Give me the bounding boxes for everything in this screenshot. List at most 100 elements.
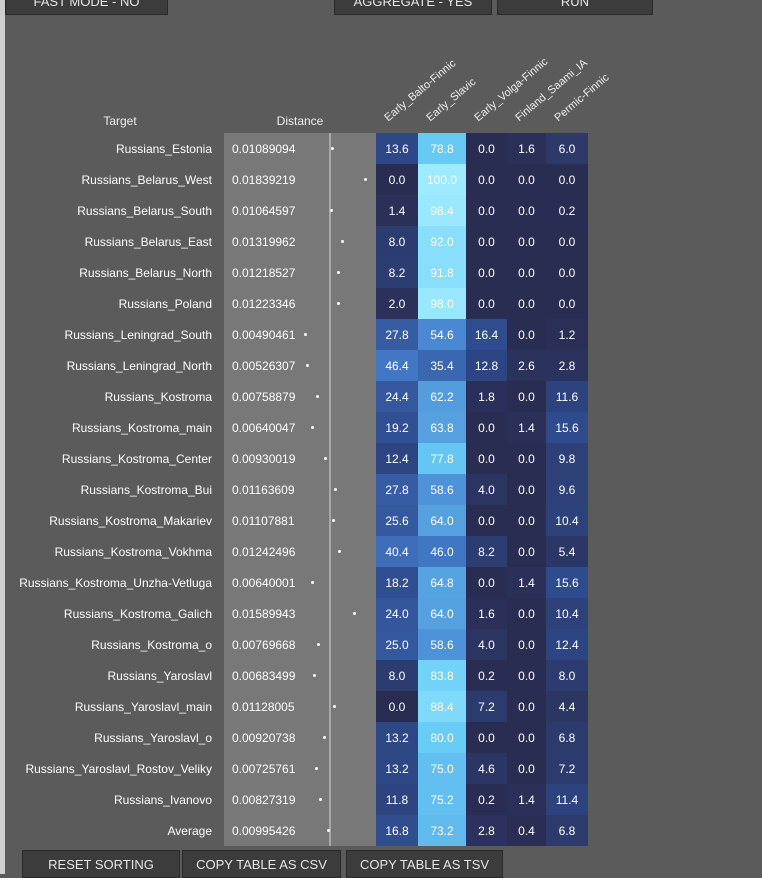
value-cell: 0.0 bbox=[507, 505, 546, 536]
value-cell: 25.0 bbox=[376, 629, 418, 660]
row-target: Russians_Yaroslavl bbox=[107, 668, 213, 683]
value-cell: 0.0 bbox=[466, 505, 507, 536]
distance-dot bbox=[323, 457, 327, 460]
value-cell: 4.4 bbox=[546, 691, 588, 722]
row-target: Russians_Kostroma_Vokhma bbox=[54, 544, 212, 559]
value-cell: 0.0 bbox=[466, 164, 507, 195]
row-target: Russians_Kostroma_Center bbox=[61, 451, 212, 466]
value-cell: 8.2 bbox=[376, 257, 418, 288]
value-cell: 9.8 bbox=[546, 443, 588, 474]
value-cell: 6.0 bbox=[546, 133, 588, 164]
distance-dot bbox=[332, 705, 336, 708]
header-component[interactable]: Early_Balto-Finnic bbox=[382, 57, 459, 124]
value-cell: 7.2 bbox=[546, 753, 588, 784]
value-cell: 64.0 bbox=[418, 598, 466, 629]
value-cell: 0.0 bbox=[466, 133, 507, 164]
row-target: Russians_Yaroslavl_main bbox=[74, 699, 212, 714]
distance-column-bg bbox=[224, 133, 376, 846]
value-cell: 4.0 bbox=[466, 629, 507, 660]
row-target: Russians_Kostroma_Galich bbox=[63, 606, 212, 621]
header-component[interactable]: Early_Volga-Finnic bbox=[472, 55, 551, 124]
value-cell: 25.6 bbox=[376, 505, 418, 536]
value-cell: 0.0 bbox=[466, 443, 507, 474]
value-cell: 12.8 bbox=[466, 350, 507, 381]
value-cell: 2.8 bbox=[546, 350, 588, 381]
header-target[interactable]: Target bbox=[103, 114, 137, 128]
value-cell: 16.8 bbox=[376, 815, 418, 846]
value-cell: 11.6 bbox=[546, 381, 588, 412]
value-cell: 0.0 bbox=[507, 195, 546, 226]
value-cell: 0.0 bbox=[507, 381, 546, 412]
value-cell: 15.6 bbox=[546, 567, 588, 598]
value-cell: 24.4 bbox=[376, 381, 418, 412]
value-cell: 5.4 bbox=[546, 536, 588, 567]
value-cell: 12.4 bbox=[546, 629, 588, 660]
row-distance: 0.00640001 bbox=[232, 575, 296, 590]
value-cell: 12.4 bbox=[376, 443, 418, 474]
row-target: Russians_Kostroma_main bbox=[71, 420, 212, 435]
distance-dot bbox=[353, 612, 357, 615]
distance-dot bbox=[304, 333, 308, 336]
value-cell: 0.0 bbox=[546, 164, 588, 195]
distance-dot bbox=[334, 488, 338, 491]
row-target: Russians_Kostroma bbox=[104, 389, 212, 404]
row-target: Russians_Belarus_North bbox=[79, 265, 212, 280]
value-cell: 80.0 bbox=[418, 722, 466, 753]
value-cell: 35.4 bbox=[418, 350, 466, 381]
value-cell: 1.4 bbox=[507, 784, 546, 815]
row-distance: 0.00490461 bbox=[232, 327, 296, 342]
value-cell: 77.8 bbox=[418, 443, 466, 474]
distance-dot bbox=[336, 271, 340, 274]
header-distance[interactable]: Distance bbox=[276, 114, 324, 128]
value-cell: 1.4 bbox=[507, 412, 546, 443]
value-cell: 0.0 bbox=[507, 319, 546, 350]
value-cell: 1.4 bbox=[376, 195, 418, 226]
row-distance: 0.01589943 bbox=[232, 606, 296, 621]
row-distance: 0.01163609 bbox=[232, 482, 295, 497]
value-cell: 0.0 bbox=[546, 288, 588, 319]
value-cell: 91.8 bbox=[418, 257, 466, 288]
top-button[interactable]: FAST MODE - NO bbox=[5, 0, 168, 15]
value-cell: 0.0 bbox=[546, 226, 588, 257]
row-distance: 0.00640047 bbox=[232, 420, 296, 435]
value-cell: 13.2 bbox=[376, 753, 418, 784]
bottom-button[interactable]: COPY TABLE AS CSV bbox=[182, 850, 341, 878]
value-cell: 54.6 bbox=[418, 319, 466, 350]
value-cell: 1.6 bbox=[466, 598, 507, 629]
row-target: Russians_Leningrad_North bbox=[66, 358, 212, 373]
row-target: Russians_Ivanovo bbox=[113, 792, 212, 807]
row-distance: 0.00930019 bbox=[232, 451, 296, 466]
value-cell: 0.0 bbox=[507, 164, 546, 195]
row-target: Russians_Yaroslavl_Rostov_Veliky bbox=[25, 761, 212, 776]
value-cell: 11.8 bbox=[376, 784, 418, 815]
value-cell: 10.4 bbox=[546, 505, 588, 536]
value-cell: 0.0 bbox=[466, 195, 507, 226]
value-cell: 4.0 bbox=[466, 474, 507, 505]
value-cell: 0.2 bbox=[546, 195, 588, 226]
value-cell: 24.0 bbox=[376, 598, 418, 629]
distance-dot bbox=[326, 829, 330, 832]
value-cell: 15.6 bbox=[546, 412, 588, 443]
value-cell: 1.2 bbox=[546, 319, 588, 350]
row-distance: 0.00526307 bbox=[232, 358, 296, 373]
row-distance: 0.01223346 bbox=[232, 296, 296, 311]
row-distance: 0.01319962 bbox=[232, 234, 296, 249]
value-cell: 83.8 bbox=[418, 660, 466, 691]
value-cell: 0.0 bbox=[507, 536, 546, 567]
value-cell: 4.6 bbox=[466, 753, 507, 784]
distance-dot bbox=[331, 519, 335, 522]
value-cell: 0.0 bbox=[376, 691, 418, 722]
row-distance: 0.00758879 bbox=[232, 389, 296, 404]
value-cell: 64.0 bbox=[418, 505, 466, 536]
top-button[interactable]: AGGREGATE - YES bbox=[334, 0, 492, 15]
distance-dot bbox=[364, 178, 368, 181]
value-cell: 0.2 bbox=[466, 784, 507, 815]
value-cell: 8.0 bbox=[376, 226, 418, 257]
value-cell: 10.4 bbox=[546, 598, 588, 629]
top-button[interactable]: RUN bbox=[497, 0, 653, 15]
value-cell: 63.8 bbox=[418, 412, 466, 443]
value-cell: 27.8 bbox=[376, 474, 418, 505]
value-cell: 0.0 bbox=[466, 257, 507, 288]
value-cell: 62.2 bbox=[418, 381, 466, 412]
